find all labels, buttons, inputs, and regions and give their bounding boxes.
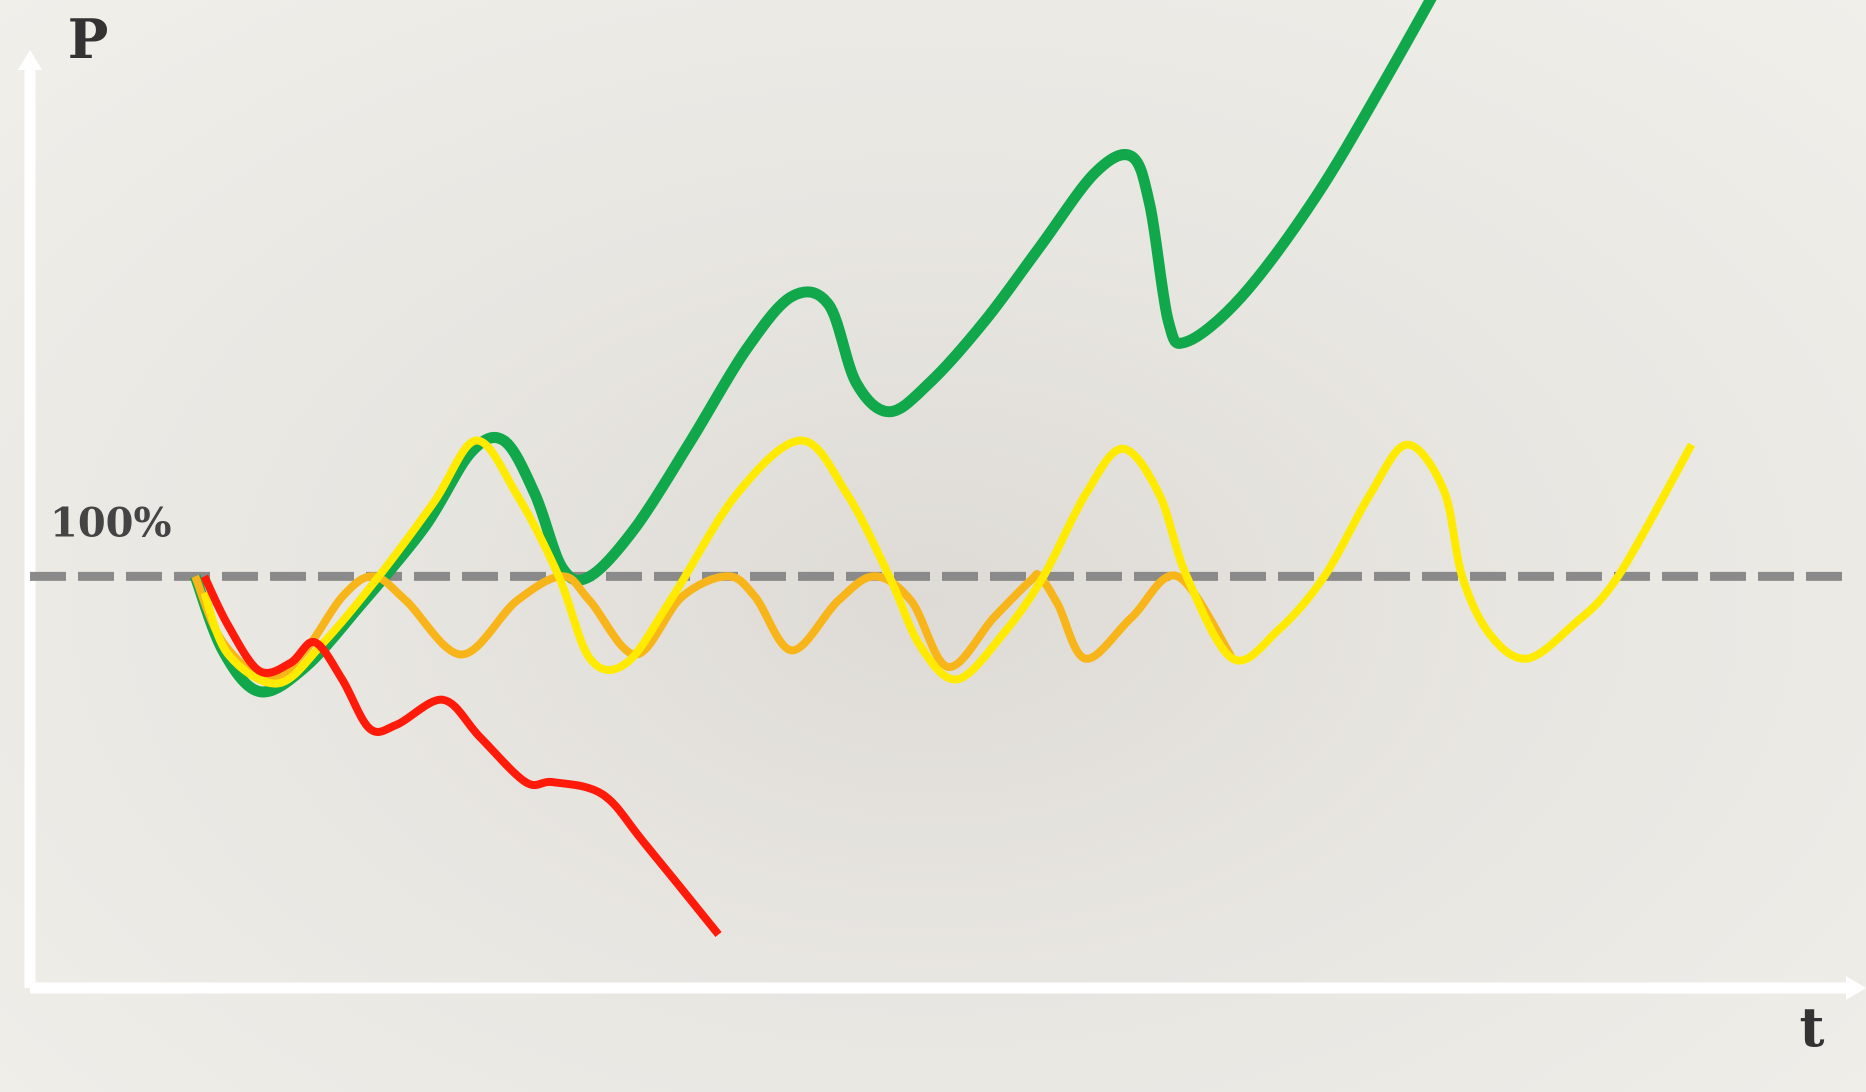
x-axis-label: t (1800, 995, 1825, 1059)
series-layer (190, 0, 1696, 938)
series-line-red (200, 574, 722, 938)
x-axis-arrowhead (1846, 976, 1866, 1000)
y-axis-arrowhead (18, 50, 42, 70)
y-axis-label: P (68, 7, 109, 71)
series-line-green (190, 0, 1437, 698)
reference-line-label: 100% (50, 499, 172, 546)
series-line-yellow (200, 436, 1696, 688)
series-line-orange (191, 570, 1236, 684)
